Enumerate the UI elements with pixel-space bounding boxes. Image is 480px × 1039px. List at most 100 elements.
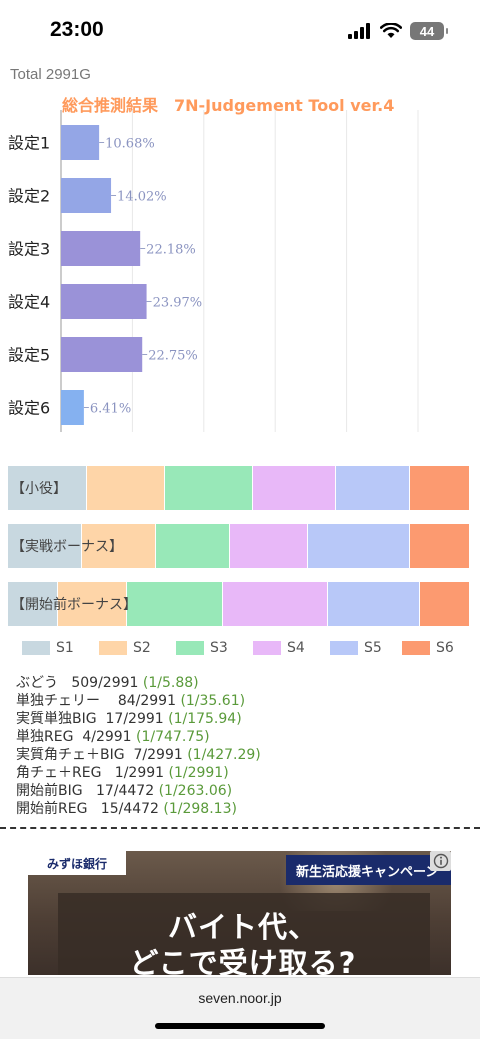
stacked-segment-s1 [8,582,59,626]
chart-category-label: 設定6 [8,399,50,418]
stat-ratio: (1/747.75) [136,729,210,745]
legend-item-s2: S2 [99,640,151,656]
legend-label: S4 [287,640,305,656]
chart-bar [61,231,141,266]
stacked-segment-s1 [8,524,82,568]
info-icon[interactable] [430,851,451,871]
legend-label: S3 [210,640,228,656]
legend-swatch [22,641,50,655]
stat-label: 実質角チェ＋BIG [16,747,125,763]
chart-value-label: 22.18% [146,243,196,258]
ad-text-panel [58,893,430,975]
stacked-segment-s6 [409,524,470,568]
stat-count: 15/4472 [100,801,159,817]
stat-label: 単独チェリー [16,693,100,709]
signal-icon [348,23,370,39]
stat-label: 単独REG [16,729,74,745]
stat-label: ぶどう [16,675,58,691]
chart-value-label: 22.75% [148,349,198,364]
stacked-bar-jissen-bonus: 【実戦ボーナス】 [8,524,470,568]
stacked-segment-s6 [409,466,470,510]
chart-value-label: 23.97% [153,296,203,311]
stat-count: 17/2991 [105,711,164,727]
chart-category-label: 設定4 [8,293,50,312]
legend-swatch [99,641,127,655]
legend-swatch [253,641,281,655]
legend-item-s3: S3 [176,640,228,656]
stat-count: 4/2991 [82,729,132,745]
setting-probability-chart: 10.68% 設定1 14.02% 設定2 22.18% 設定3 23.97% 設定4 22.7… [8,110,419,432]
divider [0,827,480,829]
stat-count: 1/2991 [114,765,165,781]
info-glyph [433,853,448,869]
legend-swatch [176,641,204,655]
stacked-segment-s3 [165,466,253,510]
stat-ratio: (1/5.88) [142,675,199,691]
chart-category-label: 設定5 [8,346,50,365]
stacked-segment-s1 [8,466,87,510]
status-bar: 23:00 44 [0,0,480,60]
stacked-bar-kaishimae-bonus: 【開始前ボーナス】 [8,582,470,626]
browser-bottom-bar: seven.noor.jp [0,977,480,1039]
stat-row: 単独REG 4/2991 (1/747.75) [16,728,261,746]
stacked-segment-s2 [86,466,166,510]
legend-label: S1 [56,640,74,656]
stats-list: ぶどう 509/2991 (1/5.88) 単独チェリー 84/2991 (1/… [16,674,261,818]
legend-item-s5: S5 [330,640,382,656]
stacked-segment-s3 [126,582,223,626]
chart-bar [61,390,84,425]
stat-ratio: (1/35.61) [180,693,246,709]
stat-row: 単独チェリー 84/2991 (1/35.61) [16,692,261,710]
stacked-segment-s4 [252,466,336,510]
stat-count: 84/2991 [117,693,176,709]
legend-label: S6 [436,640,454,656]
chart-value-label: 6.41% [90,402,131,417]
ad-headline: バイト代、 どこで受け取る? [68,909,418,975]
home-indicator[interactable] [155,1023,325,1029]
legend-item-s6: S6 [402,640,454,656]
stacked-segment-s5 [335,466,410,510]
stat-count: 17/4472 [95,783,155,799]
stat-ratio: (1/263.06) [158,783,233,799]
stat-count: 509/2991 [71,675,139,691]
ad-bank-logo: みずほ銀行 [28,851,126,875]
chart-value-label: 10.68% [105,137,155,152]
stacked-segment-s6 [419,582,470,626]
legend-swatch [330,641,358,655]
legend-swatch [402,641,430,655]
stacked-segment-s5 [308,524,410,568]
stacked-segment-s5 [328,582,420,626]
stacked-bar-label: 【開始前ボーナス】 [11,597,137,613]
legend-label: S5 [364,640,382,656]
status-icons: 44 [348,20,448,42]
total-games: Total 2991G [10,66,91,83]
chart-category-label: 設定3 [8,240,50,259]
stat-row: 実質角チェ＋BIG 7/2991 (1/427.29) [16,746,261,764]
chart-category-label: 設定2 [8,187,50,206]
ad-campaign-banner: 新生活応援キャンペーン [286,855,451,885]
address-bar[interactable]: seven.noor.jp [198,990,282,1006]
chart-category-label: 設定1 [8,134,50,153]
stacked-bar-koyaku: 【小役】 [8,466,470,510]
stacked-segment-s4 [229,524,309,568]
stacked-segment-s2 [58,582,127,626]
stacked-segment-s3 [155,524,230,568]
stacked-bar-label: 【小役】 [11,481,67,497]
chart-title: 総合推測結果 7N-Judgement Tool ver.4 [62,96,395,115]
stacked-segment-s2 [81,524,156,568]
status-time: 23:00 [50,18,104,41]
advertisement-banner[interactable]: みずほ銀行 新生活応援キャンペーン バイト代、 どこで受け取る? [28,851,451,975]
stat-row: 実質単独BIG 17/2991 (1/175.94) [16,710,261,728]
ad-headline-line: バイト代、 [167,910,318,944]
stat-label: 開始前REG [16,801,88,817]
legend-item-s4: S4 [253,640,305,656]
chart-bar [61,337,143,372]
stat-row: ぶどう 509/2991 (1/5.88) [16,674,261,692]
stat-row: 開始前REG 15/4472 (1/298.13) [16,800,261,818]
ad-headline-line: どこで受け取る? [129,946,357,975]
stat-row: 角チェ＋REG 1/2991 (1/2991) [16,764,261,782]
legend: S1 S2 S3 S4 S5 S6 [22,640,462,660]
stat-row: 開始前BIG 17/4472 (1/263.06) [16,782,261,800]
chart-value-label: 14.02% [117,190,167,205]
battery-icon: 44 [410,22,448,40]
